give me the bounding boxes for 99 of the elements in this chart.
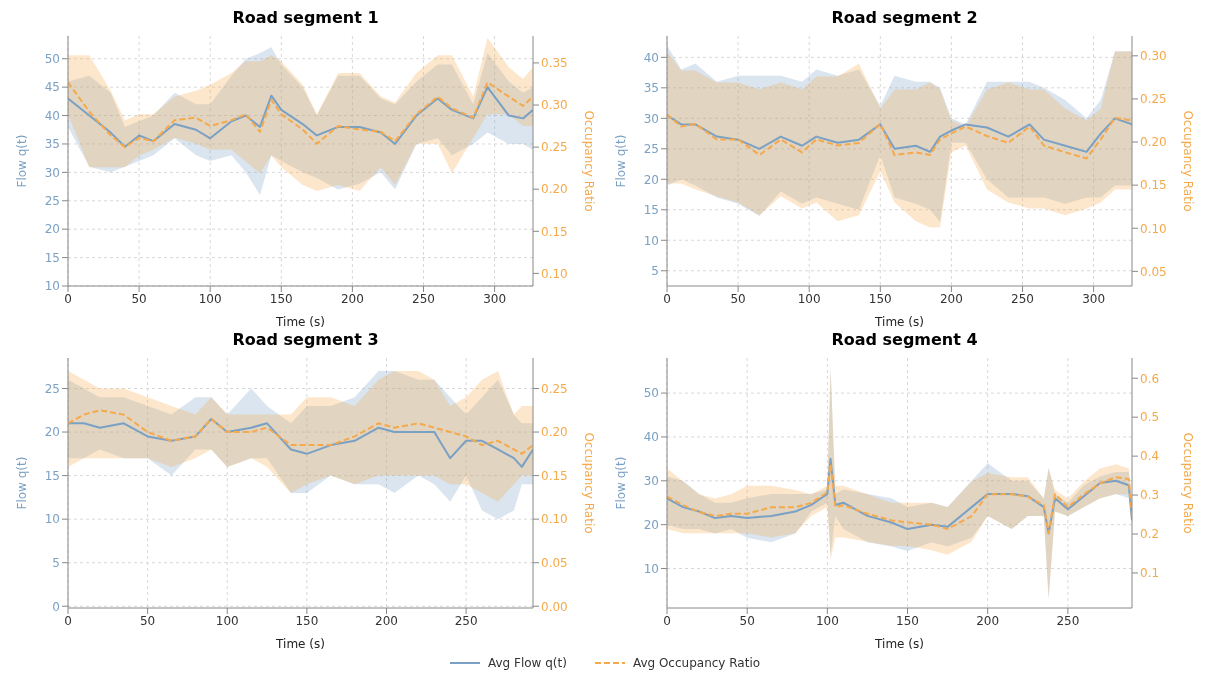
line-series bbox=[667, 113, 1132, 160]
x-tick-label: 50 bbox=[730, 291, 746, 306]
x-tick-label: 100 bbox=[215, 613, 239, 628]
y2-tick-label: 0.6 bbox=[1140, 371, 1160, 386]
x-tick-label: 100 bbox=[797, 291, 821, 306]
y2-axis-title: Occupancy Ratio bbox=[1180, 110, 1195, 212]
y2-tick-label: 0.30 bbox=[541, 98, 568, 113]
y2-tick-label: 0.35 bbox=[541, 56, 568, 71]
y2-axis-title: Occupancy Ratio bbox=[581, 432, 596, 534]
y-tick-label: 50 bbox=[44, 51, 60, 66]
y-tick-label: 30 bbox=[44, 165, 60, 180]
y2-tick-label: 0.15 bbox=[541, 224, 568, 239]
y-tick-label: 40 bbox=[44, 108, 60, 123]
y2-tick-label: 0.25 bbox=[1140, 92, 1167, 107]
y2-tick-label: 0.20 bbox=[541, 425, 568, 440]
chart-title: Road segment 3 bbox=[231, 330, 380, 351]
x-tick-label: 250 bbox=[454, 613, 478, 628]
line-series bbox=[68, 417, 533, 468]
x-tick-label: 200 bbox=[976, 613, 1000, 628]
y-tick-label: 10 bbox=[44, 279, 60, 294]
y-tick-label: 25 bbox=[643, 142, 659, 157]
y-axis-title: Flow q(t) bbox=[15, 134, 30, 188]
y2-tick-label: 0.10 bbox=[1140, 221, 1167, 236]
y-tick-label: 30 bbox=[643, 111, 659, 126]
x-tick-label: 200 bbox=[375, 613, 398, 628]
x-tick-label: 250 bbox=[412, 291, 435, 306]
x-tick-label: 0 bbox=[663, 291, 671, 306]
x-tick-label: 150 bbox=[269, 291, 293, 306]
x-tick-label: 300 bbox=[1082, 291, 1106, 306]
y2-axis-title: Occupancy Ratio bbox=[1180, 432, 1195, 534]
x-tick-label: 100 bbox=[815, 613, 839, 628]
y-tick-label: 25 bbox=[44, 194, 60, 209]
y-tick-label: 20 bbox=[643, 172, 659, 187]
y-tick-label: 30 bbox=[643, 474, 659, 489]
x-tick-label: 150 bbox=[295, 613, 319, 628]
x-axis-title: Time (s) bbox=[275, 315, 325, 329]
y2-tick-label: 0.30 bbox=[1140, 49, 1167, 64]
chart-title: Road segment 1 bbox=[231, 8, 380, 29]
y-axis-title: Flow q(t) bbox=[614, 456, 629, 510]
y-axis-title: Flow q(t) bbox=[614, 134, 629, 188]
y-tick-label: 15 bbox=[44, 468, 60, 483]
legend-label: Avg Occupancy Ratio bbox=[632, 656, 761, 670]
x-tick-label: 0 bbox=[663, 613, 671, 628]
x-tick-label: 0 bbox=[64, 613, 72, 628]
y-tick-label: 35 bbox=[44, 137, 60, 152]
y-tick-label: 10 bbox=[643, 233, 659, 248]
y-tick-label: 50 bbox=[643, 386, 659, 401]
x-axis-title: Time (s) bbox=[874, 637, 924, 651]
y2-axis-title: Occupancy Ratio bbox=[581, 110, 596, 212]
chart-title: Road segment 2 bbox=[830, 8, 979, 29]
y-tick-label: 10 bbox=[44, 512, 60, 527]
x-tick-label: 0 bbox=[64, 291, 72, 306]
y-tick-label: 45 bbox=[44, 80, 60, 95]
y-tick-label: 5 bbox=[52, 555, 60, 570]
y2-tick-label: 0.15 bbox=[1140, 178, 1167, 193]
x-tick-label: 50 bbox=[139, 613, 156, 628]
y-axis-title: Flow q(t) bbox=[15, 456, 30, 510]
legend-label: Avg Flow q(t) bbox=[487, 656, 567, 670]
y2-tick-label: 0.5 bbox=[1140, 410, 1160, 425]
y-tick-label: 15 bbox=[44, 250, 60, 265]
x-axis-title: Time (s) bbox=[874, 315, 924, 329]
y-tick-label: 20 bbox=[44, 222, 60, 237]
y-tick-label: 5 bbox=[651, 264, 659, 279]
line-series bbox=[68, 409, 533, 455]
y-tick-label: 40 bbox=[643, 50, 659, 65]
y2-tick-label: 0.4 bbox=[1140, 449, 1160, 464]
x-tick-label: 150 bbox=[896, 613, 919, 628]
y-tick-label: 10 bbox=[643, 561, 659, 576]
y2-tick-label: 0.00 bbox=[541, 599, 568, 614]
x-tick-label: 50 bbox=[131, 291, 147, 306]
y-tick-label: 35 bbox=[643, 81, 659, 96]
x-axis-title: Time (s) bbox=[275, 637, 325, 651]
y-tick-label: 15 bbox=[643, 203, 659, 218]
y2-tick-label: 0.10 bbox=[541, 266, 568, 281]
y2-tick-label: 0.15 bbox=[541, 468, 568, 483]
y2-tick-label: 0.05 bbox=[1140, 264, 1167, 279]
y2-tick-label: 0.20 bbox=[541, 182, 568, 197]
chart-title: Road segment 4 bbox=[830, 330, 979, 351]
y2-tick-label: 0.3 bbox=[1140, 488, 1160, 503]
y2-tick-label: 0.05 bbox=[541, 555, 568, 570]
x-tick-label: 100 bbox=[198, 291, 222, 306]
y2-tick-label: 0.25 bbox=[541, 140, 568, 155]
y2-tick-label: 0.2 bbox=[1140, 527, 1160, 542]
y-tick-label: 0 bbox=[52, 599, 60, 614]
y2-tick-label: 0.10 bbox=[541, 512, 568, 527]
y-tick-label: 40 bbox=[643, 430, 659, 445]
y2-tick-label: 0.20 bbox=[1140, 135, 1167, 150]
x-tick-label: 250 bbox=[1011, 291, 1034, 306]
y2-tick-label: 0.25 bbox=[541, 381, 568, 396]
x-tick-label: 300 bbox=[483, 291, 507, 306]
y-tick-label: 20 bbox=[44, 425, 60, 440]
x-tick-label: 250 bbox=[1056, 613, 1080, 628]
x-tick-label: 200 bbox=[340, 291, 364, 306]
x-tick-label: 150 bbox=[868, 291, 892, 306]
x-tick-label: 200 bbox=[939, 291, 963, 306]
y2-tick-label: 0.1 bbox=[1140, 566, 1160, 581]
y-tick-label: 25 bbox=[44, 381, 60, 396]
y-tick-label: 20 bbox=[643, 517, 659, 532]
x-tick-label: 50 bbox=[739, 613, 755, 628]
